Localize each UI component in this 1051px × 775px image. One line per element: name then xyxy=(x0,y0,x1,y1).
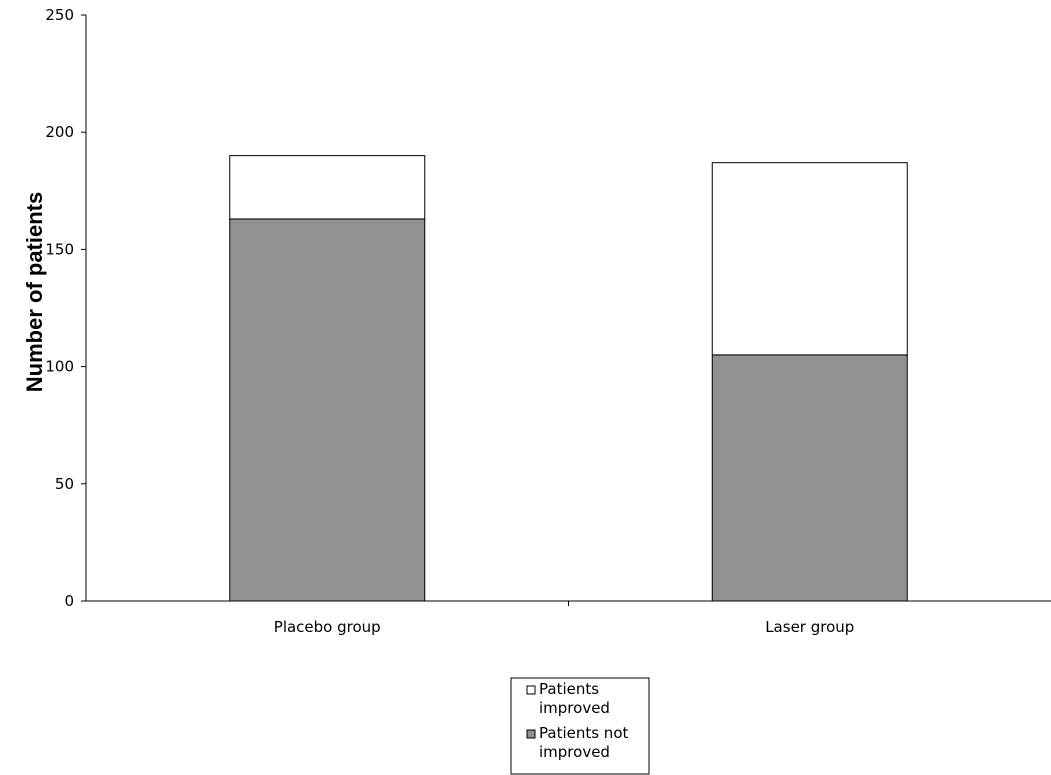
legend-label-line1: Patients not xyxy=(539,724,628,742)
x-tick-label: Laser group xyxy=(765,618,854,636)
bar-segment-improved-1 xyxy=(711,162,908,356)
legend-label-line2: improved xyxy=(539,699,610,717)
x-tick-label: Placebo group xyxy=(274,618,381,636)
y-tick-label: 100 xyxy=(45,358,74,376)
legend-swatch xyxy=(526,685,536,695)
y-tick-label: 50 xyxy=(55,475,74,493)
legend-label-line2: improved xyxy=(539,743,610,761)
bar-segment-not-improved-0 xyxy=(229,218,426,602)
legend-swatch xyxy=(526,729,536,739)
y-tick-label: 200 xyxy=(45,123,74,141)
y-axis-label: Number of patients xyxy=(22,192,47,392)
axes-layer xyxy=(85,15,1051,606)
bar-segment-improved-0 xyxy=(229,155,426,220)
legend-label-line1: Patients xyxy=(539,680,599,698)
bar-segment-not-improved-1 xyxy=(711,354,908,602)
bars-layer xyxy=(229,155,908,602)
y-ticks-layer: 0 50 100 150 200 250 xyxy=(45,6,86,610)
y-tick-label: 150 xyxy=(45,240,74,258)
y-tick-label: 0 xyxy=(64,592,74,610)
x-categories-layer: Placebo group Laser group xyxy=(274,618,855,636)
y-tick-label: 250 xyxy=(45,6,74,24)
